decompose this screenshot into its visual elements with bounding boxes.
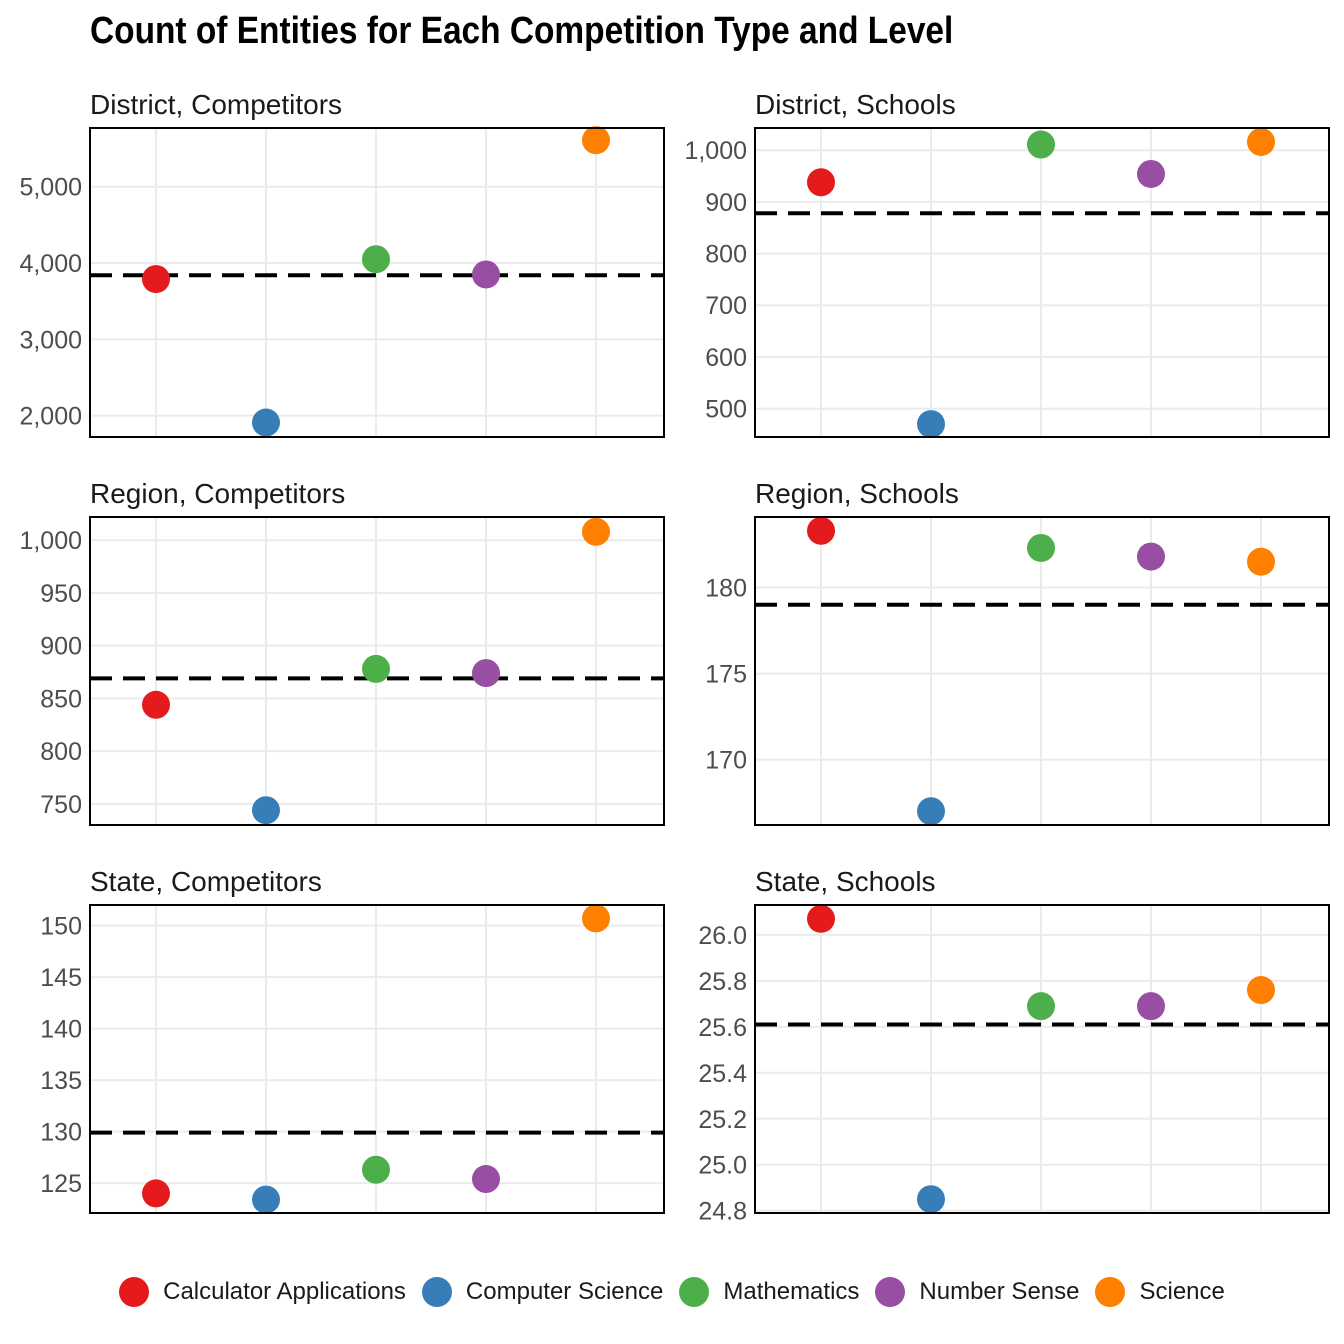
point-mathematics: [362, 245, 390, 274]
point-computer-science: [252, 408, 280, 437]
point-mathematics: [1027, 533, 1055, 562]
point-calculator-applications: [142, 1179, 170, 1208]
panel-region-schools: Region, Schools 170 175 180: [705, 478, 1330, 826]
point-calculator-applications: [807, 904, 835, 933]
point-number-sense: [1137, 542, 1165, 571]
y-tick-label: 750: [40, 791, 82, 819]
legend-swatch: [421, 1277, 452, 1307]
y-tick-label: 150: [40, 913, 82, 941]
y-tick-label: 900: [40, 633, 82, 661]
panel-district-schools: District, Schools 500 600 700 800 900 1,000: [684, 89, 1330, 439]
point-science: [1247, 976, 1275, 1005]
point-science: [582, 904, 610, 933]
legend-swatch: [119, 1277, 150, 1307]
panel-region-competitors: Region, Competitors 750 800 850 900 950 1,000: [19, 478, 665, 826]
point-science: [1247, 547, 1275, 576]
y-tick-label: 130: [40, 1119, 82, 1147]
y-tick-label: 26.0: [698, 922, 747, 950]
point-mathematics: [362, 1155, 390, 1184]
chart-title: Count of Entities for Each Competition T…: [90, 10, 954, 52]
y-tick-label: 900: [705, 189, 747, 217]
y-tick-label: 25.2: [698, 1106, 747, 1134]
panel-state-competitors: State, Competitors 125 130 135 140 145 150: [40, 866, 665, 1214]
legend: Calculator Applications Computer Science M…: [0, 1272, 1344, 1312]
point-number-sense: [1137, 159, 1165, 188]
y-tick-label: 24.8: [698, 1198, 747, 1226]
panel-title: Region, Schools: [755, 478, 959, 509]
point-calculator-applications: [142, 690, 170, 719]
panel-title: District, Schools: [755, 89, 956, 120]
panel-title: District, Competitors: [90, 89, 342, 120]
legend-label: Number Sense: [919, 1278, 1080, 1305]
legend-item-calculator-applications: Calculator Applications: [119, 1277, 406, 1307]
point-computer-science: [917, 410, 945, 439]
y-tick-label: 145: [40, 964, 82, 992]
panel-title: State, Competitors: [90, 866, 322, 897]
point-computer-science: [252, 796, 280, 825]
point-computer-science: [917, 797, 945, 826]
y-tick-label: 170: [705, 747, 747, 775]
y-tick-label: 800: [40, 738, 82, 766]
y-tick-label: 700: [705, 292, 747, 320]
panel-border: [754, 904, 1330, 1214]
y-tick-label: 1,000: [19, 527, 82, 555]
legend-swatch: [1095, 1277, 1126, 1307]
point-number-sense: [1137, 992, 1165, 1021]
y-tick-label: 4,000: [19, 250, 82, 278]
legend-item-science: Science: [1095, 1277, 1225, 1307]
y-tick-label: 25.6: [698, 1014, 747, 1042]
y-tick-label: 25.8: [698, 968, 747, 996]
y-tick-label: 850: [40, 685, 82, 713]
y-tick-label: 3,000: [19, 326, 82, 354]
legend-item-number-sense: Number Sense: [875, 1277, 1079, 1307]
point-mathematics: [1027, 130, 1055, 159]
y-tick-label: 175: [705, 661, 747, 689]
legend-label: Mathematics: [723, 1278, 860, 1305]
y-tick-label: 600: [705, 344, 747, 372]
point-calculator-applications: [807, 516, 835, 545]
panel-border: [754, 127, 1330, 438]
y-tick-label: 950: [40, 580, 82, 608]
legend-item-computer-science: Computer Science: [421, 1277, 664, 1307]
point-mathematics: [1027, 992, 1055, 1021]
y-tick-label: 800: [705, 241, 747, 269]
point-number-sense: [472, 260, 500, 289]
y-tick-label: 500: [705, 396, 747, 424]
point-science: [582, 126, 610, 155]
y-tick-label: 180: [705, 575, 747, 603]
point-number-sense: [472, 659, 500, 688]
legend-swatch: [679, 1277, 710, 1307]
panel-border: [89, 904, 665, 1214]
panel-border: [89, 516, 665, 826]
panel-border: [754, 516, 1330, 826]
point-number-sense: [472, 1165, 500, 1194]
legend-label: Computer Science: [465, 1278, 664, 1305]
y-tick-label: 25.4: [698, 1060, 747, 1088]
y-tick-label: 125: [40, 1170, 82, 1198]
point-mathematics: [362, 654, 390, 683]
y-tick-label: 5,000: [19, 174, 82, 202]
point-calculator-applications: [807, 168, 835, 197]
legend-swatch: [875, 1277, 906, 1307]
panel-title: Region, Competitors: [90, 478, 345, 509]
panel-title: State, Schools: [755, 866, 936, 897]
panel-state-schools: State, Schools 24.8 25.0 25.2 25.4 25.6 25.8 26…: [698, 866, 1330, 1226]
point-computer-science: [917, 1185, 945, 1214]
point-calculator-applications: [142, 265, 170, 294]
point-computer-science: [252, 1185, 280, 1214]
y-tick-label: 1,000: [684, 137, 747, 165]
y-tick-label: 2,000: [19, 403, 82, 431]
legend-item-mathematics: Mathematics: [679, 1277, 859, 1307]
y-tick-label: 135: [40, 1067, 82, 1095]
y-tick-label: 140: [40, 1016, 82, 1044]
point-science: [582, 517, 610, 546]
point-science: [1247, 127, 1275, 156]
y-tick-label: 25.0: [698, 1152, 747, 1180]
legend-label: Science: [1139, 1278, 1225, 1305]
panel-district-competitors: District, Competitors 2,000 3,000 4,000 5,00…: [19, 89, 665, 438]
legend-label: Calculator Applications: [163, 1278, 406, 1305]
panel-border: [89, 127, 665, 438]
